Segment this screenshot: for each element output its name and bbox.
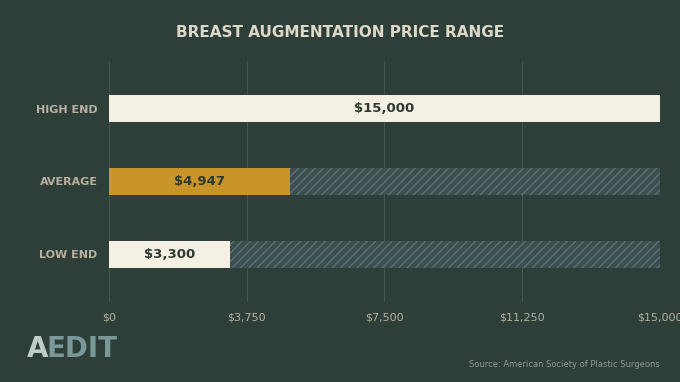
Bar	[109, 241, 660, 267]
Text: BREAST AUGMENTATION PRICE RANGE: BREAST AUGMENTATION PRICE RANGE	[176, 25, 504, 40]
Text: Source: American Society of Plastic Surgeons: Source: American Society of Plastic Surg…	[469, 359, 660, 369]
Bar	[109, 168, 660, 194]
Bar	[109, 241, 230, 267]
Text: $3,300: $3,300	[143, 248, 195, 261]
Text: EDIT: EDIT	[46, 335, 117, 363]
Bar	[109, 96, 660, 121]
Text: $15,000: $15,000	[354, 102, 414, 115]
Text: $4,947: $4,947	[174, 175, 225, 188]
Text: A: A	[27, 335, 49, 363]
Bar	[109, 168, 290, 194]
